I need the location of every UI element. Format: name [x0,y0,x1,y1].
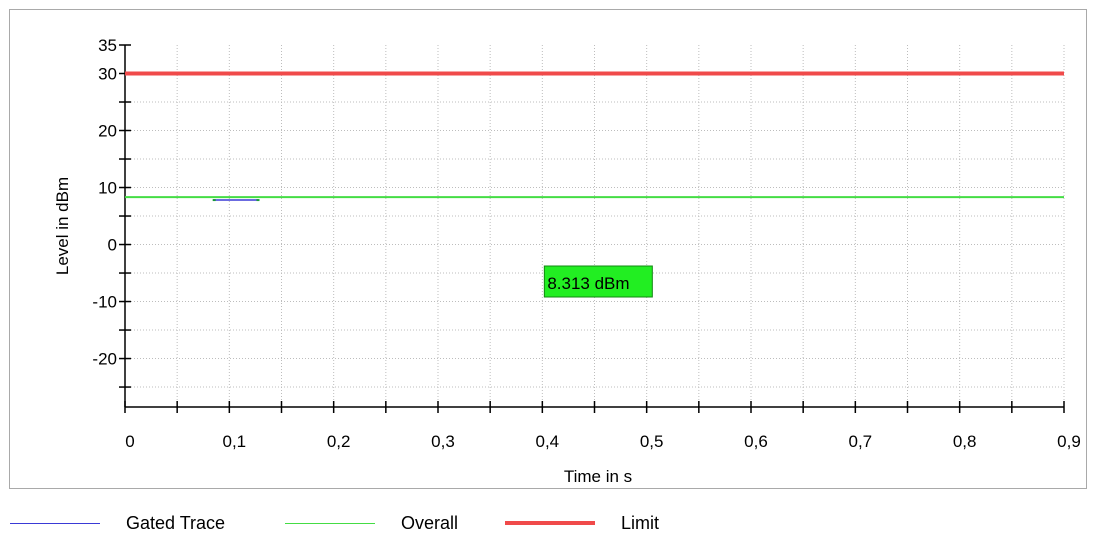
legend-item-gated-trace: Gated Trace [10,508,225,538]
legend-label-limit: Limit [621,512,660,533]
legend-item-overall: Overall [285,508,458,538]
value-annotation-text: 8.313 dBm [547,274,629,293]
value-annotation-box [543,265,653,298]
y-tick-label: -10 [92,293,117,312]
legend-swatch-gated-trace [10,522,100,524]
x-tick-label: 0,3 [431,432,455,451]
x-tick-label: 0,1 [223,432,247,451]
x-tick-label: 0,5 [640,432,664,451]
legend: Gated Trace Overall Limit [0,508,1096,538]
x-tick-label: 0,9 [1057,432,1081,451]
legend-swatch-limit [505,521,595,525]
x-tick-label: 0,7 [849,432,873,451]
y-tick-label: 0 [108,236,117,255]
x-tick-label: 0,4 [536,432,560,451]
x-tick-label: 0,6 [744,432,768,451]
line-chart: 35 30 20 10 0 -10 -20 0 0,1 0,2 0,3 0,4 0,5 0,6 0,7 0,8… [53,36,1081,486]
legend-swatch-overall [285,522,375,524]
x-axis-title: Time in s [564,467,632,486]
legend-label-gated-trace: Gated Trace [126,512,226,533]
y-tick-label: 30 [98,65,117,84]
y-tick-label: -20 [92,350,117,369]
y-tick-label: 20 [98,122,117,141]
x-tick-label: 0,8 [953,432,977,451]
legend-item-limit: Limit [505,508,659,538]
legend-label-overall: Overall [401,512,459,533]
y-axis-title: Level in dBm [53,177,72,275]
trace-point [212,199,216,202]
y-tick-label: 35 [98,36,117,55]
x-tick-label: 0 [125,432,134,451]
trace-point [256,199,260,202]
y-tick-label: 10 [98,179,117,198]
x-tick-label: 0,2 [327,432,351,451]
